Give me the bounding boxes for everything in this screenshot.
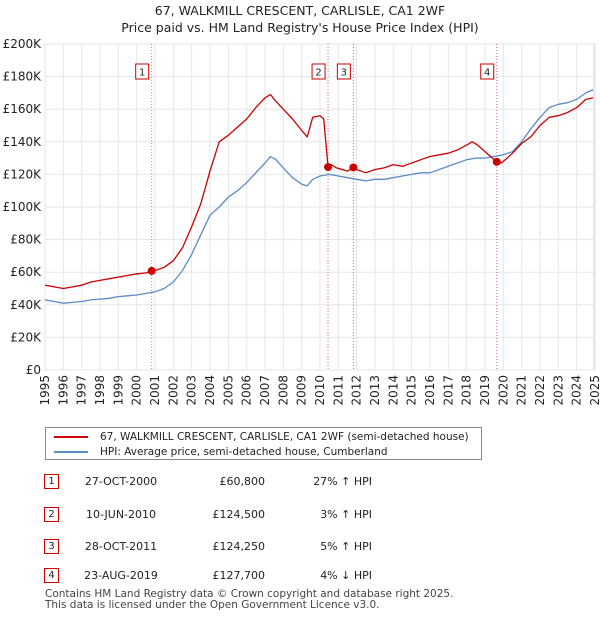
x-tick-label: 2007 [258,375,272,406]
x-tick-label: 1999 [111,375,125,406]
legend-swatch-property [54,436,88,438]
transaction-badge: 4 [44,568,59,583]
y-axis-ticks: £0 £20K £40K £60K £80K £100K £120K £140K £160K £1… [3,37,43,377]
transaction-date: 10-JUN-2010 [85,508,157,521]
sale-badge-box [480,63,495,80]
x-tick-label: 2020 [496,375,510,406]
legend: 67, WALKMILL CRESCENT, CARLISLE, CA1 2WF… [45,427,482,460]
sale-badges: 1 2 3 4 [135,63,495,80]
transaction-date: 28-OCT-2011 [84,540,158,553]
sale-point [349,163,358,172]
y-tick-label: £140K [3,135,43,149]
x-tick-label: 2021 [515,375,529,406]
sale-badge-label: 3 [341,68,347,79]
sale-point [324,163,333,172]
x-tick-label: 1997 [75,375,89,406]
x-tick-label: 2002 [166,375,180,406]
y-tick-label: £160K [3,102,43,116]
y-tick-label: £20K [10,330,42,344]
price-chart: £0 £20K £40K £60K £80K £100K £120K £140K £160K £1… [3,37,600,406]
sale-badge-label: 1 [139,68,145,79]
y-tick-label: £120K [3,167,43,181]
x-tick-label: 2012 [350,375,364,406]
transaction-badge: 1 [44,474,59,489]
x-tick-label: 2018 [460,375,474,406]
legend-label-property: 67, WALKMILL CRESCENT, CARLISLE, CA1 2WF… [100,431,469,443]
hpi-series-line [44,89,594,304]
x-tick-label: 2025 [588,375,600,406]
y-tick-label: £200K [3,37,43,51]
x-tick-label: 1996 [56,375,70,406]
x-tick-label: 2015 [405,375,419,406]
transaction-hpi: 3% ↑ HPI [320,508,372,521]
title-line-2: Price paid vs. HM Land Registry's House … [121,20,479,35]
y-tick-label: £60K [10,265,42,279]
sale-badge-box [336,63,351,80]
transaction-row-4: 4 23-AUG-2019 £127,700 4% ↓ HPI [0,566,600,586]
transaction-price: £60,800 [219,475,266,488]
sale-badge: 3 [336,63,351,80]
x-tick-label: 2009 [295,375,309,406]
x-tick-label: 2005 [221,375,235,406]
footer: Contains HM Land Registry data © Crown c… [45,589,453,611]
footer-line-1: Contains HM Land Registry data © Crown c… [45,588,454,600]
x-tick-label: 2010 [313,375,327,406]
transaction-date: 27-OCT-2000 [84,475,158,488]
x-tick-label: 2004 [203,375,217,406]
sale-badge-label: 4 [484,68,490,79]
transaction-badge: 2 [44,507,59,522]
sale-badge-box [311,63,326,80]
transaction-hpi: 5% ↑ HPI [320,540,372,553]
legend-label-hpi: HPI: Average price, semi-detached house,… [100,446,388,458]
x-tick-label: 2017 [441,375,455,406]
x-tick-label: 2001 [148,375,162,406]
x-tick-label: 2000 [130,375,144,406]
sale-badge: 2 [311,63,326,80]
legend-swatch-hpi [54,451,88,453]
y-tick-label: £100K [3,200,43,214]
x-tick-label: 2019 [478,375,492,406]
x-tick-label: 2024 [570,375,584,406]
transaction-price: £124,250 [212,540,266,553]
x-tick-label: 2013 [368,375,382,406]
sale-badge-box [135,63,150,80]
title-line-1: 67, WALKMILL CRESCENT, CARLISLE, CA1 2WF [154,3,446,18]
x-tick-label: 2022 [533,375,547,406]
x-tick-label: 1998 [93,375,107,406]
chart-title: 67, WALKMILL CRESCENT, CARLISLE, CA1 2WF… [0,2,600,36]
transaction-row-2: 2 10-JUN-2010 £124,500 3% ↑ HPI [0,505,600,525]
x-tick-label: 2003 [185,375,199,406]
transaction-date: 23-AUG-2019 [84,569,158,582]
x-tick-label: 2016 [423,375,437,406]
x-axis-ticks: 1995 1996 1997 1998 1999 2000 2001 2002 2003 2004… [38,375,600,406]
y-tick-label: £40K [10,298,42,312]
sale-badge: 4 [480,63,495,80]
y-tick-label: £0 [26,363,41,377]
x-tick-label: 2008 [276,375,290,406]
sale-points [147,157,501,275]
x-tick-label: 2023 [551,375,565,406]
x-tick-label: 1995 [38,375,52,406]
transaction-row-3: 3 28-OCT-2011 £124,250 5% ↑ HPI [0,537,600,557]
sale-badge-label: 2 [315,68,321,79]
sale-badge: 1 [135,63,150,80]
sale-point [147,266,156,275]
sale-point [492,157,501,166]
transaction-price: £127,700 [212,569,266,582]
sale-marker-lines [151,44,498,370]
transaction-hpi: 27% ↑ HPI [313,475,372,488]
transaction-badge: 3 [44,539,59,554]
transaction-row-1: 1 27-OCT-2000 £60,800 27% ↑ HPI [0,472,600,492]
x-tick-label: 2014 [386,375,400,406]
transaction-hpi: 4% ↓ HPI [320,569,372,582]
x-tick-label: 2011 [331,375,345,406]
y-tick-label: £80K [10,233,42,247]
footer-line-2: This data is licensed under the Open Gov… [45,599,380,611]
transaction-price: £124,500 [212,508,266,521]
y-tick-label: £180K [3,70,43,84]
x-tick-label: 2006 [240,375,254,406]
